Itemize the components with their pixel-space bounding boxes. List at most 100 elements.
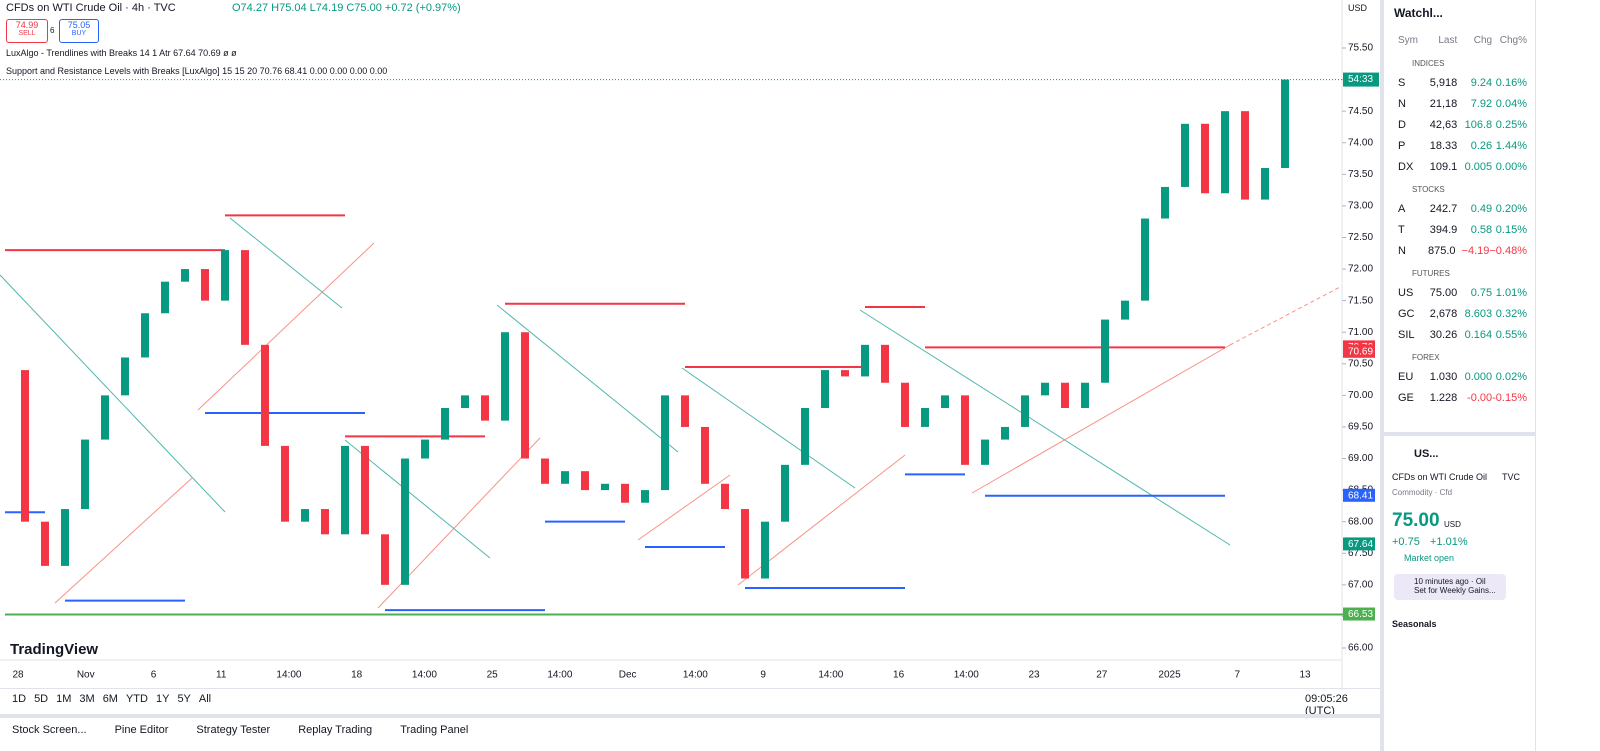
- countdown-box: [1343, 72, 1379, 87]
- candle: [121, 357, 129, 396]
- countdown: 54:33: [1348, 74, 1373, 85]
- column-label: Chg%: [1499, 35, 1527, 46]
- candle: [861, 344, 869, 377]
- y-tick-label: 71.00: [1348, 327, 1373, 338]
- price-label-box: [1343, 607, 1375, 621]
- cell: −4.19: [1461, 244, 1490, 257]
- range-button[interactable]: 5Y: [177, 693, 191, 705]
- candle: [1261, 168, 1269, 200]
- sell-price: 74.99: [15, 20, 39, 30]
- cell: EU: [1398, 370, 1414, 383]
- watch-row[interactable]: DX 109.1 0.005 0.00%: [1384, 156, 1535, 177]
- tab[interactable]: Strategy Tester: [196, 724, 271, 736]
- candle: [701, 426, 709, 484]
- y-tick-label: 72.50: [1348, 232, 1373, 243]
- candle: [941, 395, 949, 408]
- indicator[interactable]: Support and Resistance Levels with Break…: [6, 66, 388, 76]
- watch-row[interactable]: D 42,63 106.8 0.25%: [1384, 114, 1535, 135]
- watch-row[interactable]: T 394.9 0.58 0.15%: [1384, 219, 1535, 240]
- price-label: 67.64: [1348, 539, 1373, 550]
- range-button[interactable]: 1D: [12, 693, 27, 705]
- cell: A: [1398, 202, 1406, 215]
- cell: -0.15%: [1492, 391, 1527, 404]
- candle: [501, 332, 509, 421]
- currency[interactable]: USD: [1348, 3, 1368, 13]
- watch-row[interactable]: N 21,18 7.92 0.04%: [1384, 93, 1535, 114]
- candle: [61, 509, 69, 566]
- cell: 1.030: [1429, 370, 1458, 383]
- watch-row[interactable]: GC 2,678 8.603 0.32%: [1384, 303, 1535, 324]
- candle: [1241, 111, 1249, 200]
- symbol-title[interactable]: CFDs on WTI Crude Oil · 4h · TVC: [6, 2, 176, 14]
- candle: [681, 395, 689, 427]
- tab[interactable]: Pine Editor: [114, 724, 169, 736]
- candle: [1181, 123, 1189, 187]
- price-label-box: [1343, 537, 1375, 551]
- candle: [1021, 395, 1029, 427]
- candle: [461, 395, 469, 408]
- range-button[interactable]: YTD: [125, 693, 148, 705]
- range-button[interactable]: 3M: [79, 693, 95, 705]
- seasonals[interactable]: Seasonals: [1392, 619, 1437, 629]
- group-label: STOCKS: [1412, 185, 1445, 194]
- range-button[interactable]: 1M: [56, 693, 72, 705]
- tab[interactable]: Replay Trading: [298, 724, 373, 736]
- sell-button[interactable]: 74.99 SELL: [6, 19, 48, 43]
- watch-row[interactable]: GE 1.228 -0.00 -0.15%: [1384, 387, 1535, 408]
- ohlc: O74.27 H75.04 L74.19 C75.00 +0.72 (+0.97…: [232, 2, 461, 14]
- candle: [621, 483, 629, 503]
- candle: [561, 471, 569, 484]
- range-button[interactable]: 5D: [34, 693, 49, 705]
- x-tick-label: 2025: [1158, 670, 1181, 681]
- watch-row[interactable]: A 242.7 0.49 0.20%: [1384, 198, 1535, 219]
- buy-button[interactable]: 75.05 BUY: [59, 19, 99, 43]
- cell: 109.1: [1429, 160, 1458, 173]
- buy-label: BUY: [71, 30, 87, 37]
- candle: [1001, 426, 1009, 440]
- watch-row[interactable]: EU 1.030 0.000 0.02%: [1384, 366, 1535, 387]
- indicator[interactable]: LuxAlgo - Trendlines with Breaks 14 1 At…: [6, 48, 237, 58]
- y-tick-label: 67.50: [1348, 548, 1373, 559]
- cell: 1.228: [1429, 391, 1458, 404]
- candle: [741, 509, 749, 579]
- candle: [381, 534, 389, 585]
- x-tick-label: 14:00: [818, 670, 843, 681]
- tab[interactable]: Stock Screen...: [12, 724, 87, 736]
- cell: T: [1398, 223, 1405, 236]
- cell: 1.01%: [1495, 286, 1527, 299]
- candle: [21, 370, 29, 522]
- cell: 106.8: [1464, 118, 1493, 131]
- candle: [341, 445, 349, 535]
- candle: [221, 250, 229, 301]
- news[interactable]: 10 minutes ago · Oil Set for Weekly Gain…: [1394, 574, 1506, 600]
- range-button[interactable]: 1Y: [155, 693, 170, 705]
- x-tick-label: 14:00: [683, 670, 708, 681]
- x-tick-label: 13: [1299, 670, 1311, 681]
- watch-row[interactable]: SIL 30.26 0.164 0.55%: [1384, 324, 1535, 345]
- candle: [481, 395, 489, 421]
- candle: [1041, 382, 1049, 396]
- x-tick-label: Dec: [619, 670, 637, 681]
- tab[interactable]: Trading Panel: [400, 724, 469, 736]
- cell: 0.58: [1470, 223, 1493, 236]
- column-label: Chg: [1473, 35, 1493, 46]
- watch-row[interactable]: N 875.0 −4.19 −0.48%: [1384, 240, 1535, 261]
- watchlist-title[interactable]: Watchl...: [1394, 6, 1443, 20]
- range-button[interactable]: All: [198, 693, 212, 705]
- cell: D: [1398, 118, 1406, 131]
- candle: [601, 483, 609, 491]
- cell: GE: [1398, 391, 1414, 404]
- y-tick-label: 66.00: [1348, 643, 1373, 654]
- price-label-box: [1343, 344, 1375, 358]
- range-button[interactable]: 6M: [102, 693, 118, 705]
- y-tick-label: 74.00: [1348, 137, 1373, 148]
- cell: -0.00: [1467, 391, 1493, 404]
- detail-chg-pct: +1.01%: [1430, 536, 1468, 548]
- candle: [581, 471, 589, 491]
- watch-row[interactable]: US 75.00 0.75 1.01%: [1384, 282, 1535, 303]
- watch-row[interactable]: S 5,918 9.24 0.16%: [1384, 72, 1535, 93]
- detail: US... CFDs on WTI Crude Oil TVC Commodit…: [1384, 432, 1535, 629]
- cell: 0.02%: [1495, 370, 1527, 383]
- watch-row[interactable]: P 18.33 0.26 1.44%: [1384, 135, 1535, 156]
- x-tick-label: 6: [151, 670, 157, 681]
